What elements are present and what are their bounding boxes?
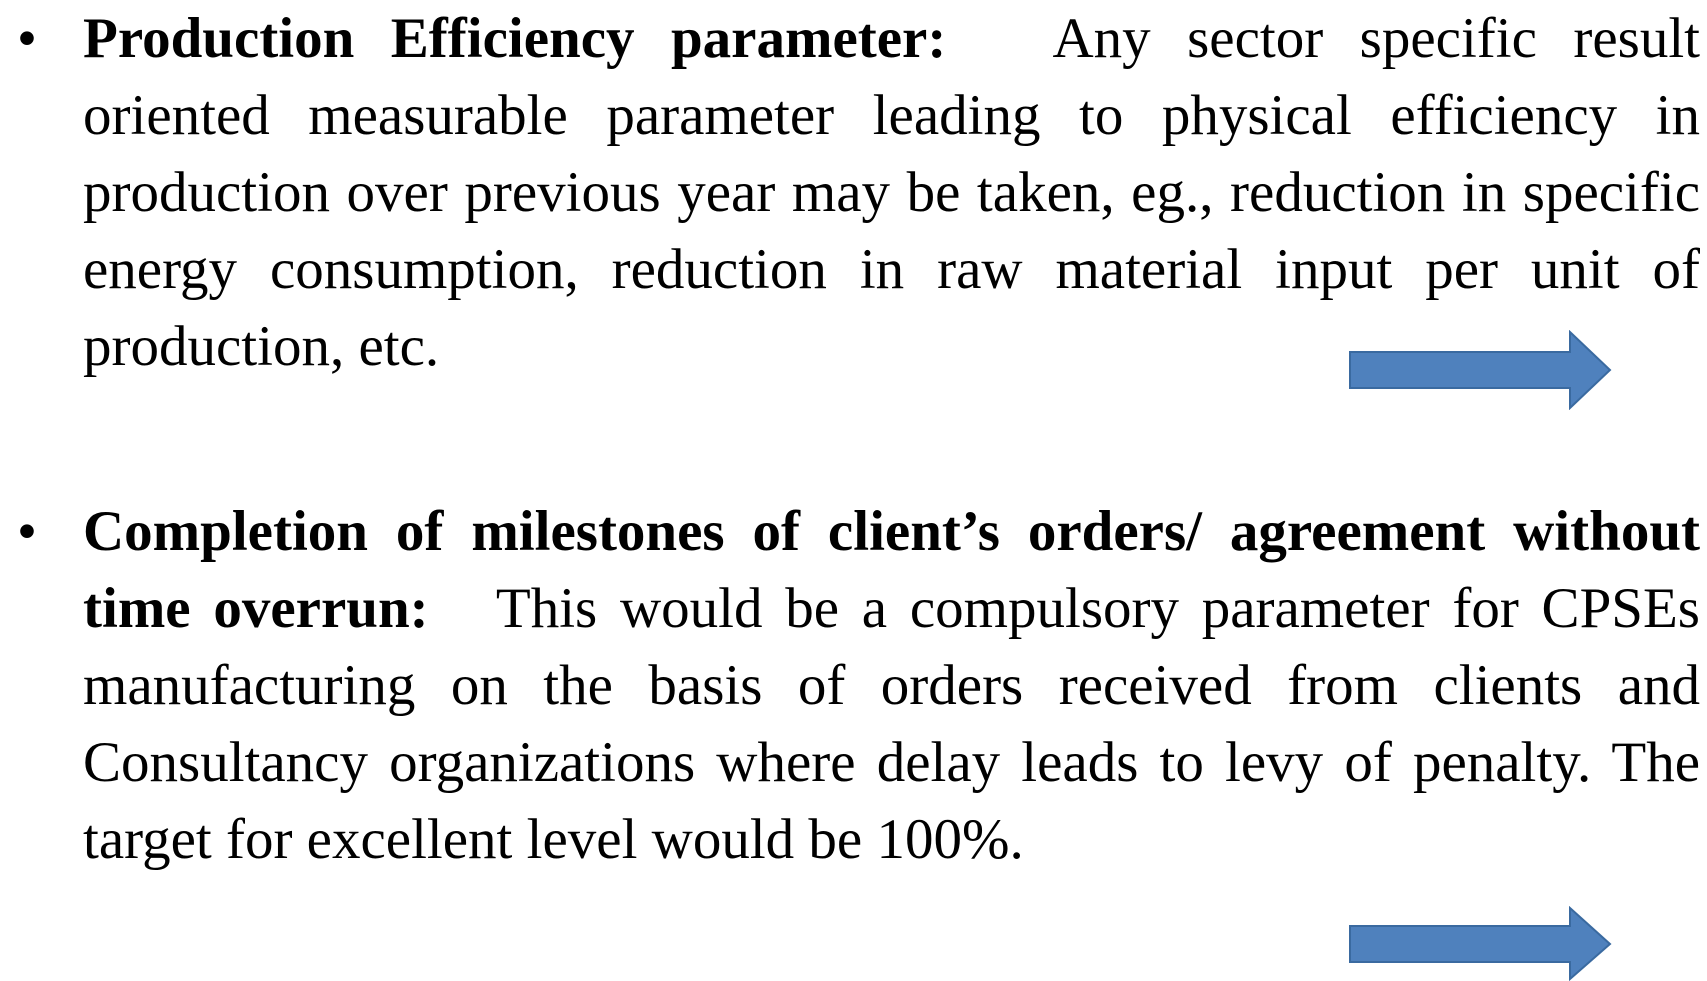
item-text: Any sector specific result oriented meas… xyxy=(83,7,1700,378)
arrow xyxy=(1349,330,1612,410)
bullet: • xyxy=(17,500,37,563)
arrow xyxy=(1349,906,1612,981)
item-text: This would be a compulsory parameter for… xyxy=(83,577,1700,871)
bullet-item: • Completion of milestones of client’s o… xyxy=(17,493,1700,878)
item-heading: Production Efficiency parameter: xyxy=(83,7,947,70)
bullet-item: • Production Efficiency parameter: Any s… xyxy=(17,0,1700,385)
item-heading: Completion of milestones of client’s ord… xyxy=(83,500,1700,640)
bullet: • xyxy=(17,7,37,70)
